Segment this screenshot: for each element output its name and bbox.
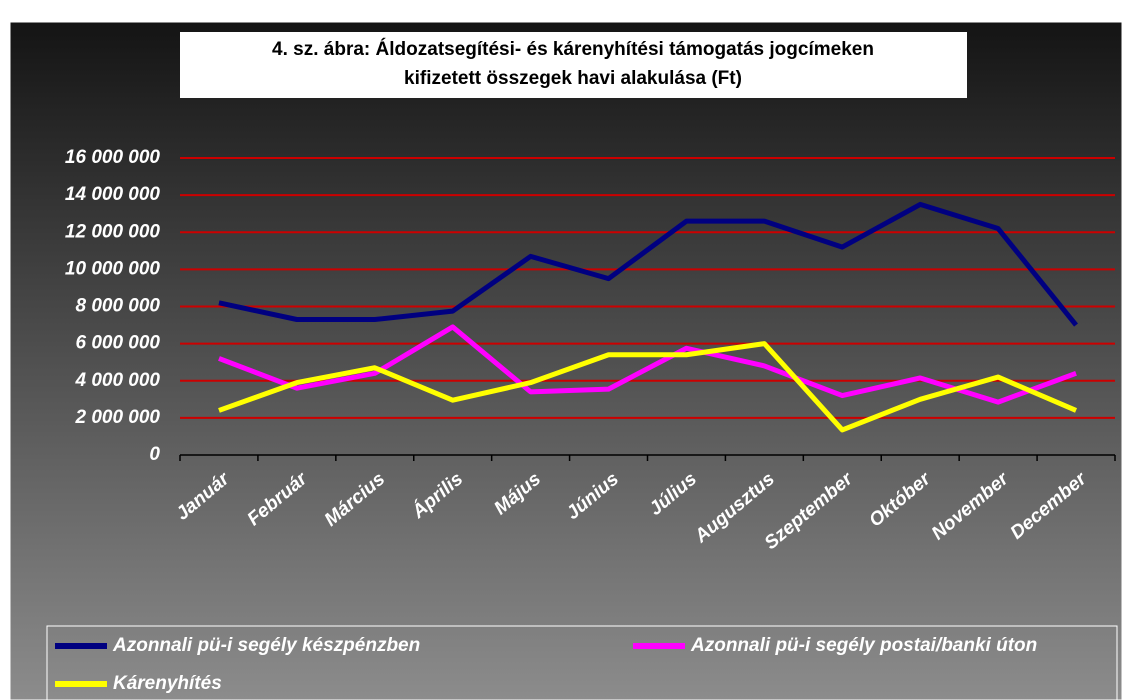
y-tick-label: 4 000 000	[74, 370, 160, 391]
chart-subtitle: kifizetett összegek havi alakulása (Ft)	[404, 68, 742, 89]
y-tick-label: 12 000 000	[65, 221, 161, 242]
chart-title: 4. sz. ábra: Áldozatsegítési- és kárenyh…	[272, 38, 874, 60]
legend-label: Azonnali pü-i segély postai/banki úton	[690, 635, 1037, 656]
legend-box	[46, 625, 1118, 700]
series-line	[218, 201, 1078, 327]
legend-label: Azonnali pü-i segély készpénzben	[112, 635, 420, 656]
y-tick-label: 0	[149, 444, 160, 465]
title-box	[180, 32, 967, 98]
y-tick-label: 8 000 000	[75, 296, 160, 317]
y-tick-label: 10 000 000	[65, 258, 161, 279]
y-tick-label: 6 000 000	[75, 333, 160, 354]
chart-background	[9, 21, 1122, 700]
y-tick-label: 14 000 000	[65, 184, 161, 205]
legend-label: Kárenyhítés	[113, 673, 222, 694]
y-tick-label: 16 000 000	[65, 147, 161, 168]
series-line	[218, 341, 1078, 433]
y-tick-label: 2 000 000	[74, 407, 160, 428]
series-line	[218, 324, 1077, 405]
